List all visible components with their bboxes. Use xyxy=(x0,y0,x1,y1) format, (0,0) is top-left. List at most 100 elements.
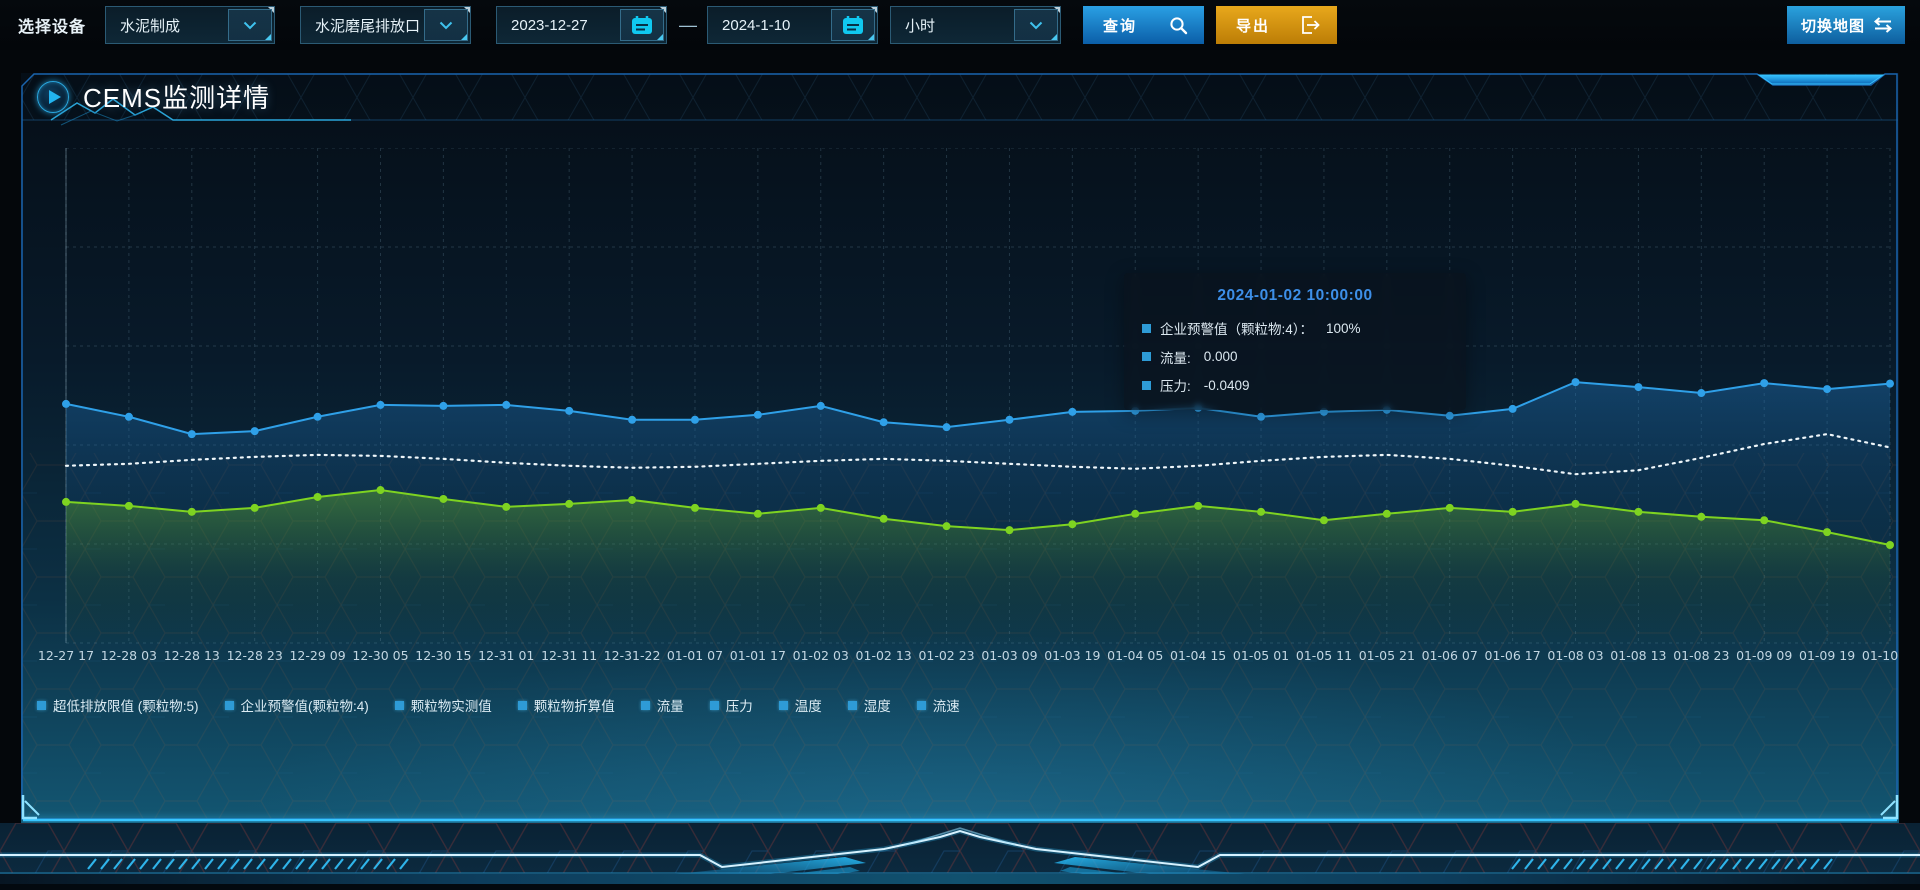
tooltip-rows: 企业预警值（颗粒物:4）： 100% 流量: 0.000 压力: -0.0409 xyxy=(1142,318,1466,395)
corner-accent xyxy=(461,34,468,40)
tooltip-row: 流量: 0.000 xyxy=(1142,347,1466,367)
legend-marker-icon xyxy=(394,700,404,710)
svg-text:01-04 15: 01-04 15 xyxy=(1170,648,1226,663)
legend-label: 湿度 xyxy=(863,699,891,714)
legend-item[interactable]: 温度 xyxy=(778,695,822,715)
svg-text:12-28 13: 12-28 13 xyxy=(164,648,220,663)
interval-select[interactable]: 小时 xyxy=(890,6,1062,44)
corner-accent xyxy=(1051,34,1058,40)
calendar-icon xyxy=(843,16,864,34)
tooltip-row-value: 0.000 xyxy=(1203,349,1238,364)
outlet-select-value: 水泥磨尾排放口 xyxy=(315,17,421,35)
device-select-label: 选择设备 xyxy=(18,19,87,36)
legend-marker-icon xyxy=(640,700,650,710)
svg-text:12-27 17: 12-27 17 xyxy=(38,648,94,663)
search-icon xyxy=(1170,16,1188,34)
legend-item[interactable]: 流速 xyxy=(916,695,960,715)
legend-label: 颗粒物实测值 xyxy=(410,699,492,714)
export-icon xyxy=(1302,16,1320,34)
legend-label: 颗粒物折算值 xyxy=(533,699,615,714)
legend-item[interactable]: 企业预警值(颗粒物:4) xyxy=(224,695,369,715)
svg-text:01-03 19: 01-03 19 xyxy=(1044,648,1100,663)
svg-text:01-02 13: 01-02 13 xyxy=(856,648,912,663)
export-button-label: 导出 xyxy=(1236,17,1271,35)
production-line-select-value: 水泥制成 xyxy=(120,17,181,35)
legend-marker-icon xyxy=(916,700,926,710)
date-to-input[interactable]: 2024-1-10 xyxy=(707,6,879,44)
outlet-select[interactable]: 水泥磨尾排放口 xyxy=(300,6,472,44)
svg-text:01-10 05: 01-10 05 xyxy=(1862,648,1899,663)
outlet-select-chevron[interactable] xyxy=(424,9,469,41)
svg-text:12-28 03: 12-28 03 xyxy=(101,648,157,663)
svg-text:01-06 07: 01-06 07 xyxy=(1422,648,1478,663)
svg-text:01-08 03: 01-08 03 xyxy=(1547,648,1603,663)
legend-label: 流量 xyxy=(656,699,684,714)
toolbar: 选择设备 水泥制成 水泥磨尾排放口 2023-12-27 — xyxy=(0,0,1920,50)
svg-text:12-30 05: 12-30 05 xyxy=(352,648,408,663)
query-button-label: 查询 xyxy=(1103,17,1138,35)
legend-item[interactable]: 湿度 xyxy=(847,695,891,715)
legend-item[interactable]: 超低排放限值 (颗粒物:5) xyxy=(37,695,199,715)
legend-label: 超低排放限值 (颗粒物:5) xyxy=(53,699,199,714)
hatch-stripes-left xyxy=(87,858,409,870)
production-line-select-chevron[interactable] xyxy=(228,9,273,41)
chevron-down-icon xyxy=(243,21,257,29)
svg-text:12-29 09: 12-29 09 xyxy=(289,648,345,663)
tooltip-row: 压力: -0.0409 xyxy=(1142,375,1466,395)
tooltip-row-value: 100% xyxy=(1326,320,1361,336)
tooltip-row-label: 企业预警值（颗粒物:4）： xyxy=(1160,322,1314,337)
production-line-select[interactable]: 水泥制成 xyxy=(105,6,276,44)
svg-text:01-09 19: 01-09 19 xyxy=(1799,648,1855,663)
svg-text:01-02 23: 01-02 23 xyxy=(918,648,974,663)
legend-label: 企业预警值(颗粒物:4) xyxy=(240,699,369,714)
legend-marker-icon xyxy=(37,700,46,710)
svg-text:01-02 03: 01-02 03 xyxy=(793,648,849,663)
tooltip-series-marker-icon xyxy=(1142,380,1151,390)
corner-accent xyxy=(868,34,875,40)
date-range-separator: — xyxy=(679,14,698,35)
legend-item[interactable]: 颗粒物实测值 xyxy=(394,695,492,715)
date-from-input[interactable]: 2023-12-27 xyxy=(496,6,668,44)
date-to-calendar-button[interactable] xyxy=(831,9,876,41)
svg-text:01-05 11: 01-05 11 xyxy=(1296,648,1352,663)
legend-item[interactable]: 颗粒物折算值 xyxy=(517,695,615,715)
tooltip-series-marker-icon xyxy=(1142,352,1151,361)
panel-title: CEMS监测详情 xyxy=(83,83,271,113)
svg-text:01-01 17: 01-01 17 xyxy=(730,648,786,663)
switch-arrows-icon xyxy=(1873,17,1893,33)
svg-text:12-31-22: 12-31-22 xyxy=(604,648,661,663)
svg-text:01-08 13: 01-08 13 xyxy=(1610,648,1666,663)
svg-text:01-05 21: 01-05 21 xyxy=(1359,648,1415,663)
date-to-value: 2024-1-10 xyxy=(722,16,791,34)
svg-text:01-06 17: 01-06 17 xyxy=(1485,648,1541,663)
panel-header: CEMS监测详情 xyxy=(21,73,1899,120)
tooltip-row-label: 流量: xyxy=(1160,350,1191,366)
svg-text:01-09 09: 01-09 09 xyxy=(1736,648,1792,663)
date-from-calendar-button[interactable] xyxy=(620,9,665,41)
export-button[interactable]: 导出 xyxy=(1216,6,1338,44)
cems-line-chart[interactable]: 12-27 17 12-28 03 12-28 13 12-28 23 12-29 09… xyxy=(21,148,1899,673)
svg-text:12-28 23: 12-28 23 xyxy=(227,648,283,663)
corner-accent xyxy=(265,34,272,40)
footer-tech-frame xyxy=(0,823,1920,890)
legend-marker-icon xyxy=(517,700,527,710)
calendar-icon xyxy=(632,16,653,34)
svg-text:01-04 05: 01-04 05 xyxy=(1107,648,1163,663)
switch-map-button-label: 切换地图 xyxy=(1801,17,1866,35)
legend-label: 温度 xyxy=(794,699,822,714)
corner-accent xyxy=(657,34,664,40)
legend-marker-icon xyxy=(847,700,857,710)
legend-item[interactable]: 压力 xyxy=(709,695,753,715)
legend-label: 流速 xyxy=(932,699,960,714)
switch-map-button[interactable]: 切换地图 xyxy=(1787,6,1905,44)
legend-marker-icon xyxy=(709,700,719,710)
query-button[interactable]: 查询 xyxy=(1083,6,1205,44)
cems-detail-panel: CEMS监测详情 12-27 17 12-28 03 12-28 13 12-28 2… xyxy=(21,73,1899,823)
interval-select-chevron[interactable] xyxy=(1014,9,1059,41)
date-from-value: 2023-12-27 xyxy=(511,16,588,34)
legend-item[interactable]: 流量 xyxy=(640,695,684,715)
chart-tooltip: 2024-01-02 10:00:00 企业预警值（颗粒物:4）： 100% 流量:… xyxy=(1124,273,1466,410)
svg-text:12-31 11: 12-31 11 xyxy=(541,648,597,663)
legend-marker-icon xyxy=(778,700,788,710)
chevron-down-icon xyxy=(1029,21,1043,29)
